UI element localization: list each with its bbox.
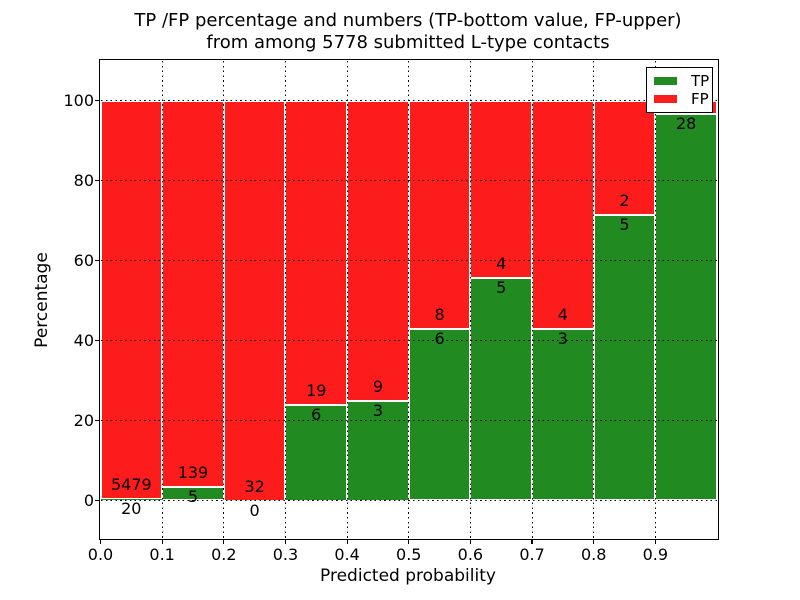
bar-fp (470, 100, 533, 279)
bar-tp (470, 278, 533, 501)
y-tick-label: 100 (63, 90, 94, 110)
y-tick (94, 259, 99, 262)
x-tick (161, 539, 163, 544)
x-tick-label: 0.7 (519, 545, 545, 564)
bar-fp (408, 100, 471, 330)
x-axis-label: Predicted probability (320, 566, 496, 586)
y-axis-label: Percentage (32, 252, 52, 348)
x-tick (593, 539, 595, 544)
x-tick-label: 0.4 (334, 545, 360, 564)
bar-fp (347, 100, 409, 401)
fp-count-label: 2 (619, 190, 630, 210)
tp-count-label: 20 (121, 499, 142, 519)
x-tick-label: 0.5 (396, 545, 422, 564)
x-gridline (161, 60, 163, 539)
tp-count-label: 3 (372, 400, 384, 420)
y-gridline (100, 100, 717, 101)
tp-count-label: 5 (187, 486, 199, 506)
x-tick-label: 0.2 (211, 545, 237, 564)
y-gridline (100, 500, 717, 501)
bar-tp (100, 499, 163, 501)
x-tick (469, 539, 471, 544)
legend-row: TP (647, 72, 712, 90)
bar-fp (162, 100, 224, 487)
tp-count-label: 28 (675, 114, 697, 134)
x-tick (223, 539, 225, 544)
fp-count-label: 32 (244, 476, 265, 496)
tp-count-label: 6 (311, 404, 322, 424)
y-tick-label: 60 (73, 250, 94, 270)
y-tick (94, 179, 99, 182)
bar-fp (285, 100, 348, 405)
x-tick (654, 539, 656, 544)
fp-count-label: 139 (177, 462, 209, 482)
fp-count-label: 5479 (110, 475, 152, 495)
x-tick (99, 539, 102, 544)
fp-count-label: 8 (434, 305, 445, 325)
x-gridline (531, 60, 533, 539)
y-tick (94, 419, 99, 422)
tp-count-label: 3 (557, 329, 568, 349)
bar-tp (408, 329, 471, 501)
tp-count-label: 5 (496, 278, 507, 298)
x-gridline (469, 60, 471, 539)
x-tick-label: 0.9 (642, 545, 669, 564)
x-tick-label: 0.3 (272, 545, 299, 564)
fp-count-label: 4 (557, 305, 568, 325)
legend-label: TP (691, 72, 710, 90)
tp-count-label: 0 (249, 500, 260, 520)
x-tick-label: 0.0 (87, 545, 114, 564)
x-gridline (408, 60, 410, 539)
legend-label: FP (691, 90, 709, 108)
bar-fp (100, 100, 163, 500)
fp-count-label: 9 (372, 376, 384, 396)
x-gridline (223, 60, 225, 539)
y-gridline (100, 420, 717, 421)
legend-row: FP (647, 90, 712, 108)
y-tick-label: 40 (73, 330, 94, 350)
chart-title-line2: from among 5778 submitted L-type contact… (206, 32, 610, 53)
y-gridline (100, 180, 717, 181)
y-tick-label: 0 (83, 490, 94, 510)
y-tick (94, 499, 99, 502)
bar-tp (532, 329, 594, 501)
tp-count-label: 5 (619, 214, 630, 234)
bar-tp (593, 214, 656, 501)
fp-count-label: 4 (496, 254, 507, 274)
legend-swatch-fp (654, 95, 677, 103)
y-tick (94, 339, 99, 342)
y-gridline (100, 260, 717, 261)
y-gridline (100, 340, 717, 341)
x-gridline (654, 60, 656, 539)
y-tick (94, 99, 99, 102)
x-gridline (284, 60, 286, 539)
x-tick (284, 539, 287, 544)
chart-title: TP /FP percentage and numbers (TP-bottom… (8, 10, 800, 54)
y-tick-label: 80 (73, 170, 94, 190)
x-tick-label: 0.8 (580, 545, 607, 564)
chart-title-line1: TP /FP percentage and numbers (TP-bottom… (134, 10, 682, 31)
x-tick (531, 539, 533, 544)
bar-fp (223, 100, 286, 501)
bar-fp (532, 100, 594, 330)
tp-count-label: 6 (434, 329, 445, 349)
bar-fp (593, 100, 656, 215)
x-gridline (593, 60, 595, 539)
x-gridline (346, 60, 348, 539)
x-tick (408, 539, 410, 544)
fp-count-label: 19 (306, 380, 327, 400)
x-tick-label: 0.6 (457, 545, 484, 564)
bar-tp (655, 114, 717, 501)
legend: TP FP (646, 67, 713, 113)
x-tick-label: 0.1 (149, 545, 175, 564)
x-tick (346, 539, 348, 544)
y-tick-label: 20 (73, 410, 94, 430)
legend-swatch-tp (654, 77, 677, 85)
